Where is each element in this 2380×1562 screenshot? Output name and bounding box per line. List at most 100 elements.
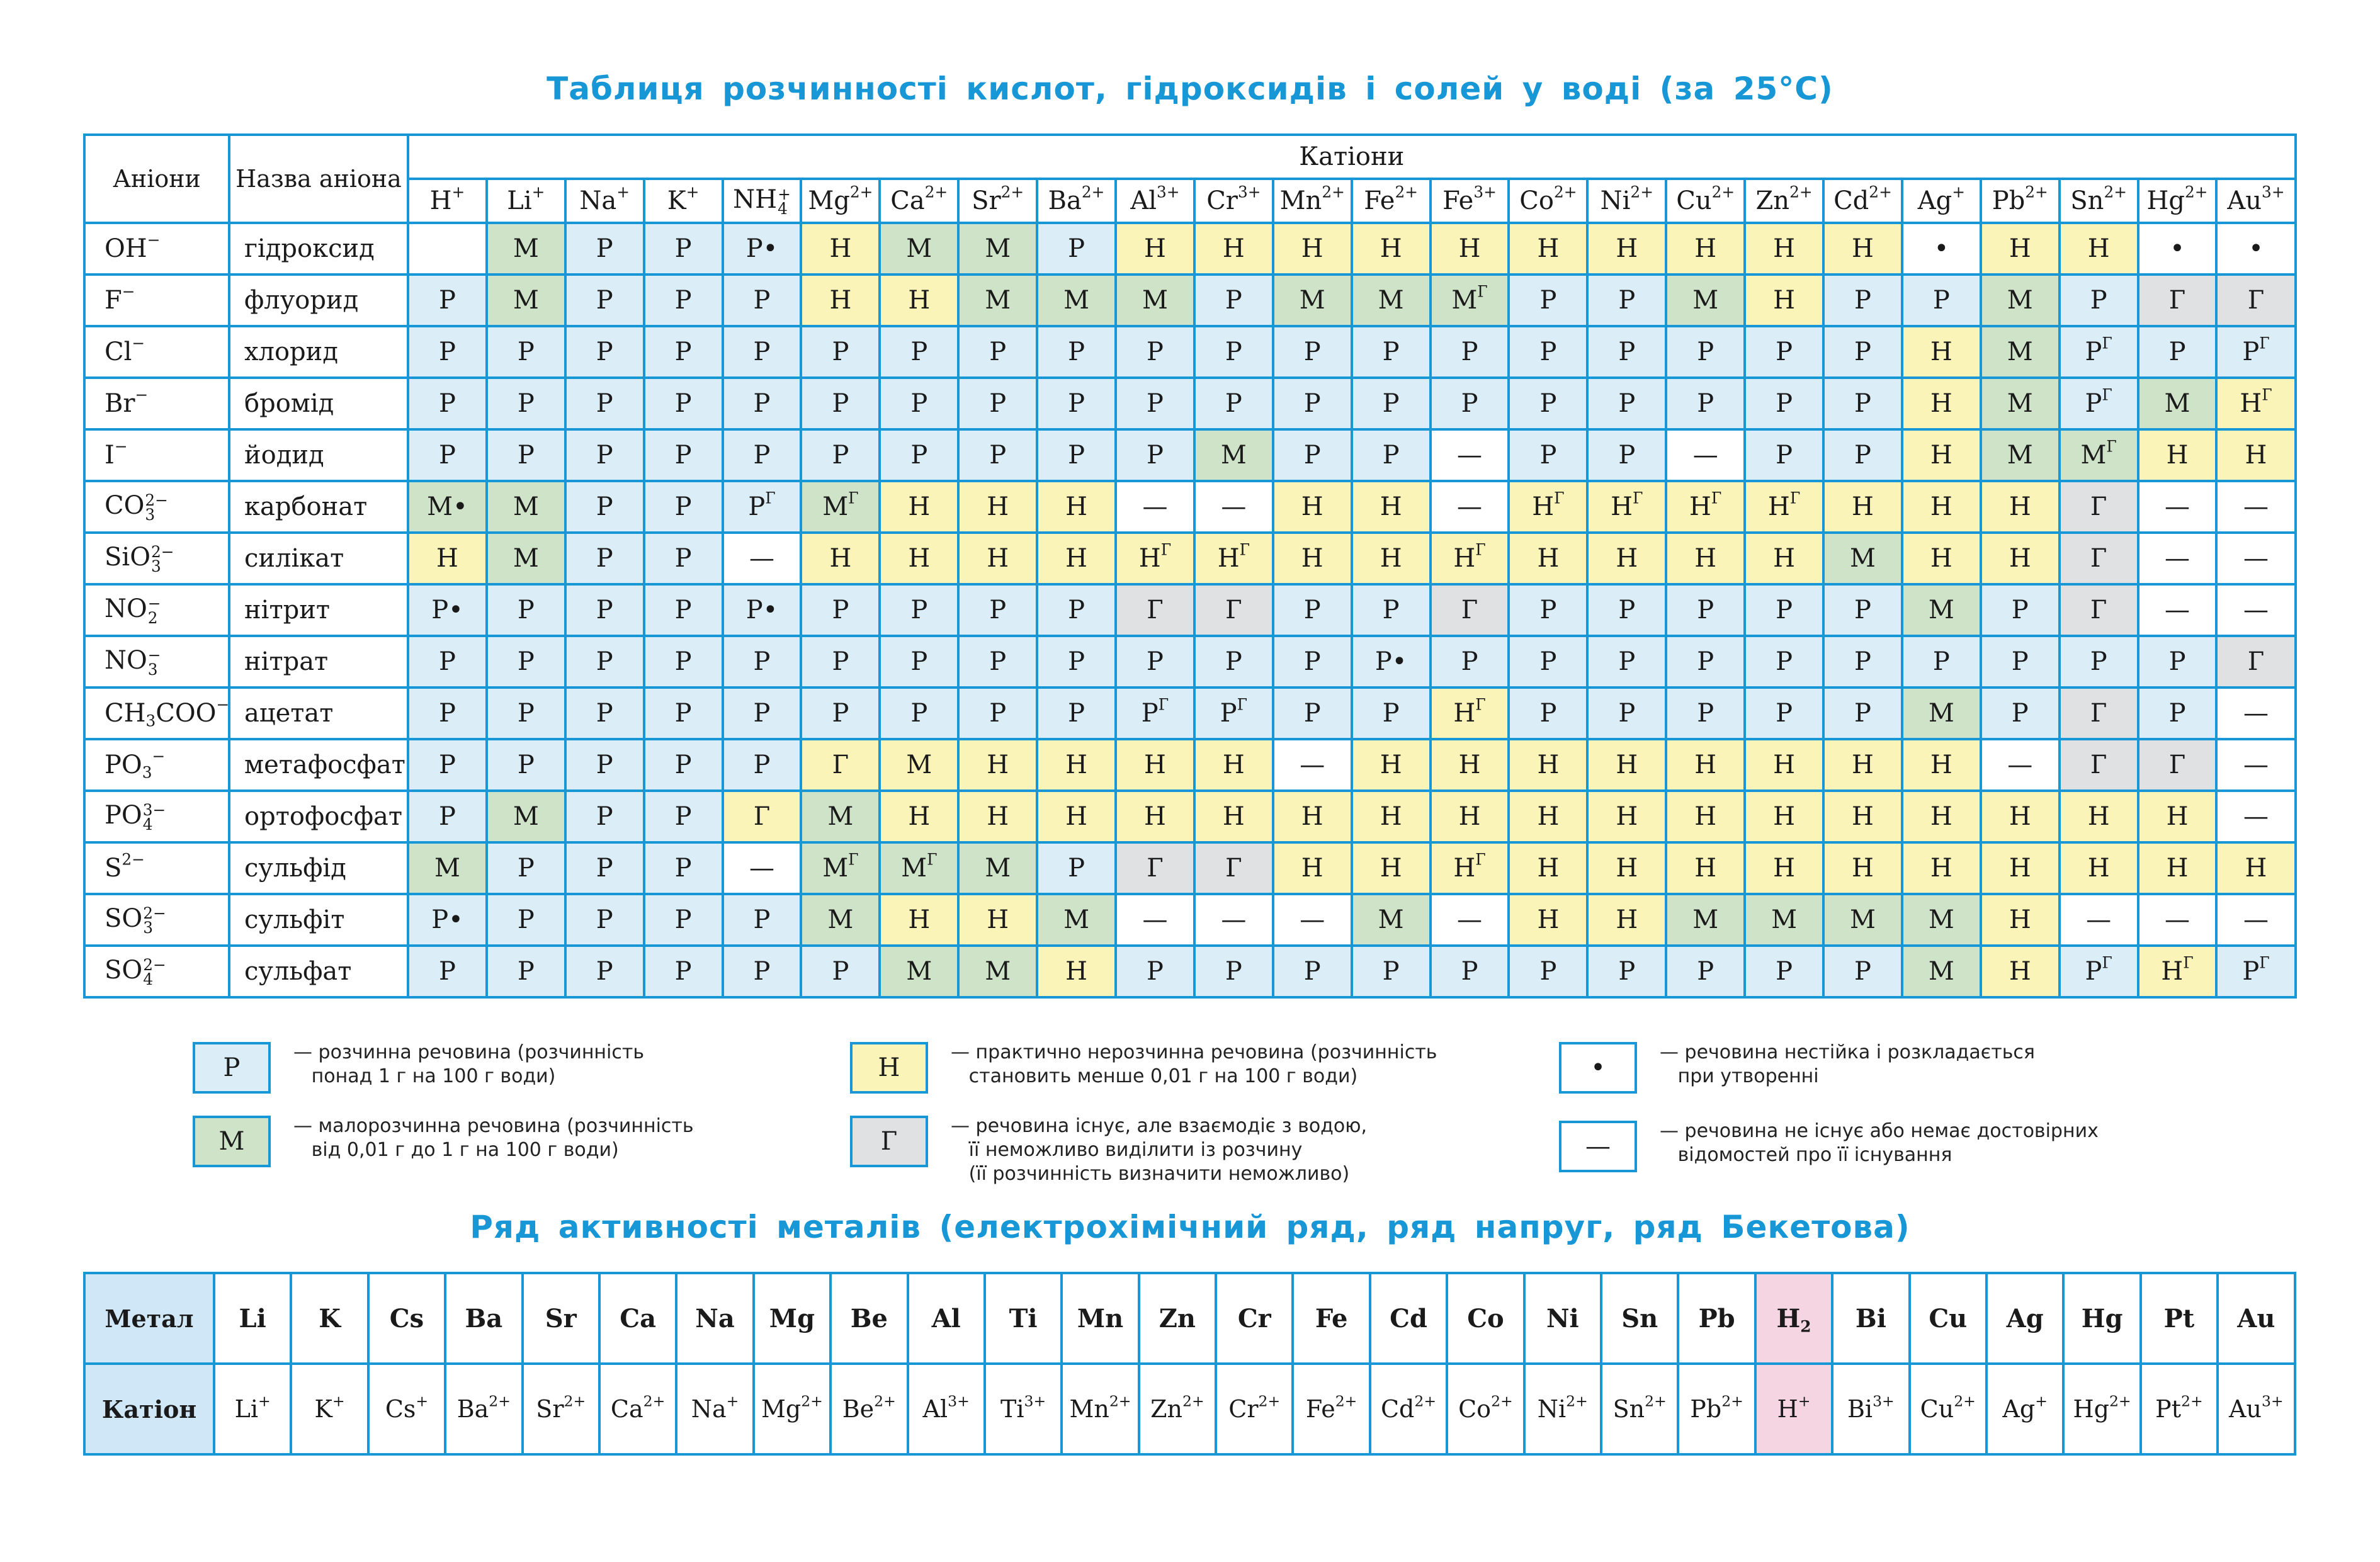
solubility-cell: Н: [1900, 480, 1982, 534]
anion-name: хлорид: [228, 325, 409, 379]
cation-charge: +: [258, 1392, 271, 1410]
cation-cell: Pt2+: [2139, 1362, 2219, 1456]
solubility-cell: Р: [485, 635, 567, 689]
solubility-cell: —: [2215, 531, 2297, 586]
solubility-cell: Г: [2058, 738, 2139, 792]
solubility-cell: Н: [1822, 222, 1903, 276]
cation-charge: 2+: [849, 183, 873, 201]
solubility-cell: Н: [1271, 841, 1353, 895]
anion-formula: SO 2− 4: [83, 944, 230, 999]
solubility-cell: НГ: [1507, 480, 1589, 534]
solubility-cell: Р: [642, 635, 724, 689]
cation-symbol: Pb: [1690, 1395, 1722, 1423]
cation-charge: 3+: [948, 1392, 970, 1410]
formula-part: OH: [105, 234, 147, 263]
solubility-cell: Р: [1271, 944, 1353, 999]
cell-symbol: Р: [2242, 337, 2260, 366]
solubility-cell: НГ: [1665, 480, 1747, 534]
solubility-cell: М: [1036, 273, 1118, 327]
solubility-cell: НГ: [1429, 531, 1510, 586]
cation-symbol: Ag: [1917, 186, 1952, 215]
anion-formula: NO −3: [83, 635, 230, 689]
cell-mark: Г: [1633, 489, 1643, 507]
solubility-cell: •: [2136, 222, 2218, 276]
solubility-cell: Н: [2136, 428, 2218, 482]
solubility-cell: Р: [878, 428, 960, 482]
cation-charge: 2+: [643, 1392, 666, 1410]
metal-cell: Ni: [1522, 1272, 1603, 1365]
metal-cell: Cu: [1908, 1272, 1988, 1365]
solubility-cell: Н: [2058, 789, 2139, 844]
solubility-cell: МГ: [2058, 428, 2139, 482]
cation-symbol: K: [314, 1395, 332, 1423]
index: 3: [143, 919, 153, 937]
formula-index: 3: [142, 763, 152, 782]
solubility-cell: Н: [1586, 531, 1668, 586]
solubility-cell: РГ: [1193, 686, 1274, 740]
cation-symbol: Sn: [2070, 186, 2104, 215]
legend-swatch: М: [193, 1116, 271, 1167]
solubility-cell: Р: [1507, 376, 1589, 431]
solubility-cell: М: [878, 738, 960, 792]
cell-mark: Г: [765, 489, 776, 507]
cation-charge: +: [416, 1392, 429, 1410]
solubility-cell: Р: [1979, 635, 2061, 689]
metal-symbol: Sn: [1621, 1303, 1658, 1333]
solubility-cell: Р: [1036, 841, 1118, 895]
solubility-cell: Р: [564, 944, 645, 999]
metal-cell: Sn: [1600, 1272, 1680, 1365]
formula-part: Br: [105, 389, 135, 418]
solubility-cell: Н: [1900, 738, 1982, 792]
solubility-cell: Р: [957, 325, 1039, 379]
solubility-cell: Р•: [407, 893, 488, 947]
cation-header: Mg2+: [800, 178, 881, 224]
metal-symbol: Ni: [1546, 1303, 1579, 1333]
metal-symbol: Cr: [1237, 1303, 1271, 1333]
solubility-cell: М: [800, 893, 881, 947]
solubility-cell: Н: [1665, 222, 1747, 276]
legend-swatch: Н: [850, 1042, 928, 1094]
solubility-cell: Г: [2058, 531, 2139, 586]
cation-charge: 2+: [1566, 1392, 1588, 1410]
cation-charge: 3+: [1157, 183, 1180, 201]
solubility-cell: М: [1665, 893, 1747, 947]
cell-symbol: Н: [1453, 854, 1476, 883]
formula-part: Cl: [105, 337, 132, 366]
solubility-cell: Н: [1429, 789, 1510, 844]
solubility-cell: Р: [407, 376, 488, 431]
cation-symbol: Na: [691, 1395, 727, 1423]
solubility-cell: Р: [878, 376, 960, 431]
cell-symbol: Н: [1767, 492, 1790, 521]
solubility-cell: Г: [721, 789, 803, 844]
cation-symbol: Cu: [1920, 1395, 1954, 1423]
solubility-cell: Р: [485, 325, 567, 379]
solubility-cell: Н: [1822, 789, 1903, 844]
anion-formula: SO 2− 3: [83, 893, 230, 947]
solubility-cell: Р: [407, 325, 488, 379]
solubility-cell: Р: [721, 376, 803, 431]
cation-charge: +: [531, 183, 545, 201]
solubility-cell: Р: [564, 273, 645, 327]
cell-symbol: Р: [2085, 389, 2102, 418]
solubility-cell: Р: [1271, 325, 1353, 379]
solubility-cell: Р: [1507, 686, 1589, 740]
solubility-cell: Г: [1114, 841, 1196, 895]
solubility-cell: Н: [1900, 789, 1982, 844]
solubility-cell: Р: [642, 376, 724, 431]
metal-symbol: Cu: [1929, 1303, 1968, 1333]
solubility-cell: РГ: [1114, 686, 1196, 740]
solubility-cell: —: [2136, 893, 2218, 947]
solubility-cell: Г: [2136, 738, 2218, 792]
cell-mark: Г: [2102, 334, 2112, 353]
solubility-cell: М: [485, 222, 567, 276]
legend-swatch: Р: [193, 1042, 271, 1094]
cell-symbol: Р: [2242, 957, 2260, 986]
solubility-cell: М: [485, 789, 567, 844]
solubility-cell: Р: [564, 325, 645, 379]
solubility-cell: Р: [642, 789, 724, 844]
cation-symbol: Ni: [1537, 1395, 1567, 1423]
formula-charge: −: [152, 747, 166, 766]
solubility-cell: Н: [1743, 841, 1825, 895]
solubility-cell: Р: [564, 376, 645, 431]
cell-mark: Г: [1158, 695, 1169, 714]
